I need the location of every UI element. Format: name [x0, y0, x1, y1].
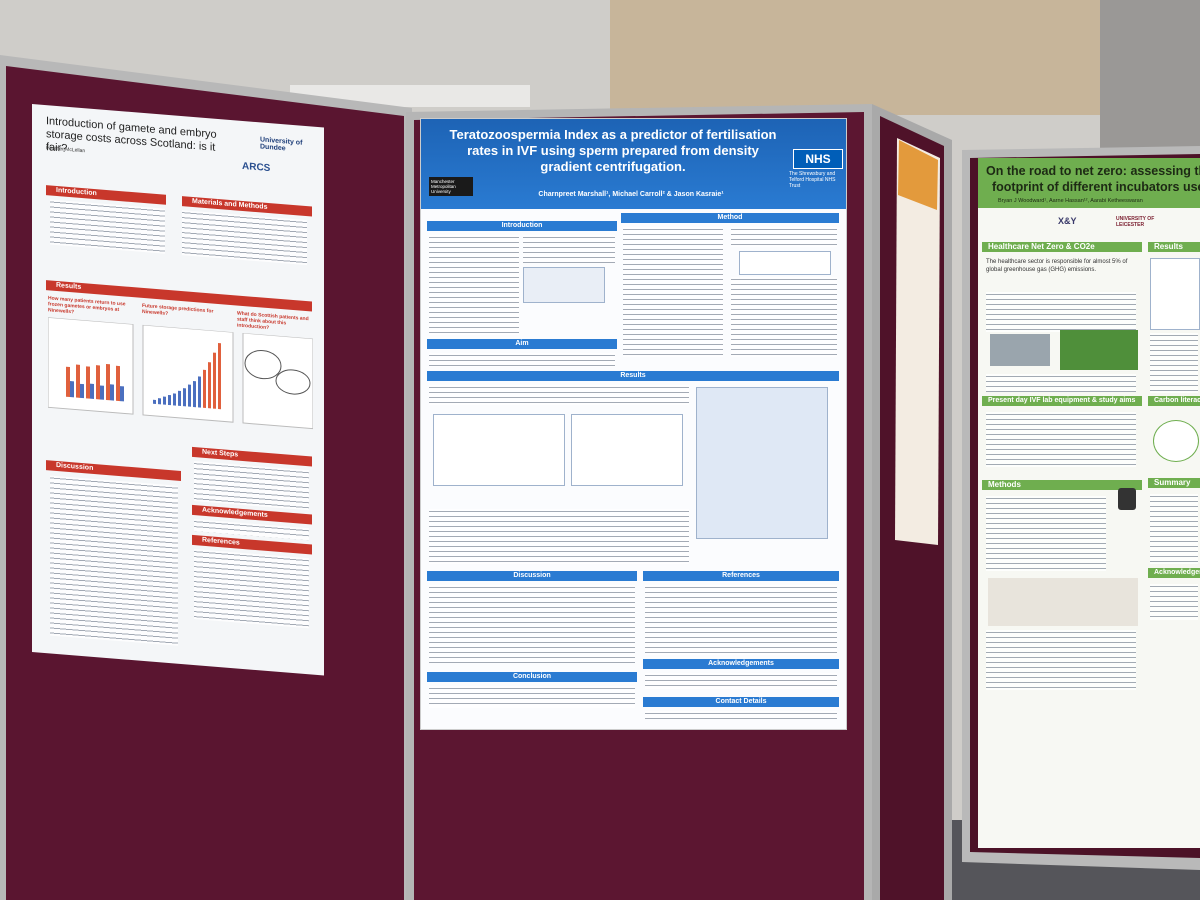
poster-header	[421, 119, 846, 209]
section-header: Present day IVF lab equipment & study ai…	[982, 396, 1142, 406]
section-header: Acknowledgements	[643, 659, 839, 669]
speech-bubble	[1153, 420, 1199, 462]
body-text	[523, 235, 615, 263]
body-text	[731, 227, 837, 247]
body-text	[731, 277, 837, 357]
figure	[696, 387, 828, 539]
body-text	[182, 210, 307, 266]
figure	[739, 251, 831, 275]
section-header: Method	[621, 213, 839, 223]
logo: NHS	[793, 149, 843, 169]
body-text	[1150, 333, 1198, 393]
body-text	[1150, 494, 1198, 564]
body-text	[429, 353, 615, 367]
section-header: Summary	[1148, 478, 1200, 488]
poster: Introduction of gamete and embryo storag…	[32, 104, 324, 676]
body-text	[1150, 584, 1198, 620]
section-header: Carbon literacy	[1148, 396, 1200, 406]
question: Future storage predictions for Ninewells…	[142, 302, 214, 317]
poster-authors: Charnpreet Marshall¹, Michael Carroll² &…	[538, 191, 724, 198]
poster-title: On the road to net zero: assessing the e…	[986, 164, 1200, 178]
logo: The Shrewsbury and Telford Hospital NHS …	[789, 171, 836, 189]
question: What do Scottish patients and staff thin…	[237, 310, 309, 332]
poster: On the road to net zero: assessing the e…	[978, 158, 1200, 848]
figure	[523, 267, 605, 303]
logo: X&Y	[1058, 216, 1077, 226]
poster-title: Introduction of gamete and embryo storag…	[46, 115, 217, 155]
body-text	[429, 385, 689, 405]
logo: ARCS	[242, 160, 271, 175]
section-header: Discussion	[427, 571, 637, 581]
section-header: Acknowledgements	[1148, 568, 1200, 578]
section-header: Conclusion	[427, 672, 637, 682]
body-text	[645, 585, 837, 655]
poster: Teratozoospermia Index as a predictor of…	[420, 118, 847, 730]
section-header: References	[643, 571, 839, 581]
poster-title: footprint of different incubators used i…	[992, 180, 1200, 194]
image	[988, 578, 1138, 626]
poster-authors: Bryan J Woodward¹, Aarne Hassan¹², Aarab…	[998, 198, 1143, 204]
figure	[571, 414, 683, 486]
section-header: Introduction	[427, 221, 617, 231]
logo: University of Dundee	[260, 136, 303, 153]
section-header: Results	[427, 371, 839, 381]
body-text	[429, 585, 635, 663]
figure	[433, 414, 565, 486]
body-text	[986, 292, 1136, 332]
logo: UNIVERSITY OF LEICESTER	[1116, 216, 1155, 228]
body-text	[986, 374, 1136, 392]
poster-header	[978, 158, 1200, 208]
body-text	[645, 711, 837, 719]
body-text	[645, 673, 837, 689]
body-text	[986, 496, 1106, 571]
image	[1118, 488, 1136, 510]
section-header: Methods	[982, 480, 1142, 490]
body-text	[50, 199, 165, 254]
body-text: The healthcare sector is responsible for…	[986, 259, 1128, 273]
body-text	[194, 549, 309, 629]
question: How many patients return to use frozen g…	[48, 295, 126, 316]
body-text	[429, 235, 519, 335]
body-text	[986, 630, 1136, 690]
section-header: Aim	[427, 339, 617, 349]
poster-title: Teratozoospermia Index as a predictor of…	[449, 127, 777, 174]
body-text	[429, 686, 635, 708]
logo: Manchester Metropolitan University	[429, 177, 473, 196]
figure	[1150, 258, 1200, 330]
body-text	[429, 509, 689, 564]
section-header: Contact Details	[643, 697, 839, 707]
body-text	[194, 461, 309, 511]
section-header: Results	[1148, 242, 1200, 252]
image	[990, 334, 1050, 366]
image	[1060, 330, 1138, 370]
body-text	[50, 475, 178, 646]
body-text	[623, 227, 723, 357]
section-header: Healthcare Net Zero & CO2e	[982, 242, 1142, 252]
chart-figures	[48, 317, 313, 430]
body-text	[986, 412, 1136, 467]
